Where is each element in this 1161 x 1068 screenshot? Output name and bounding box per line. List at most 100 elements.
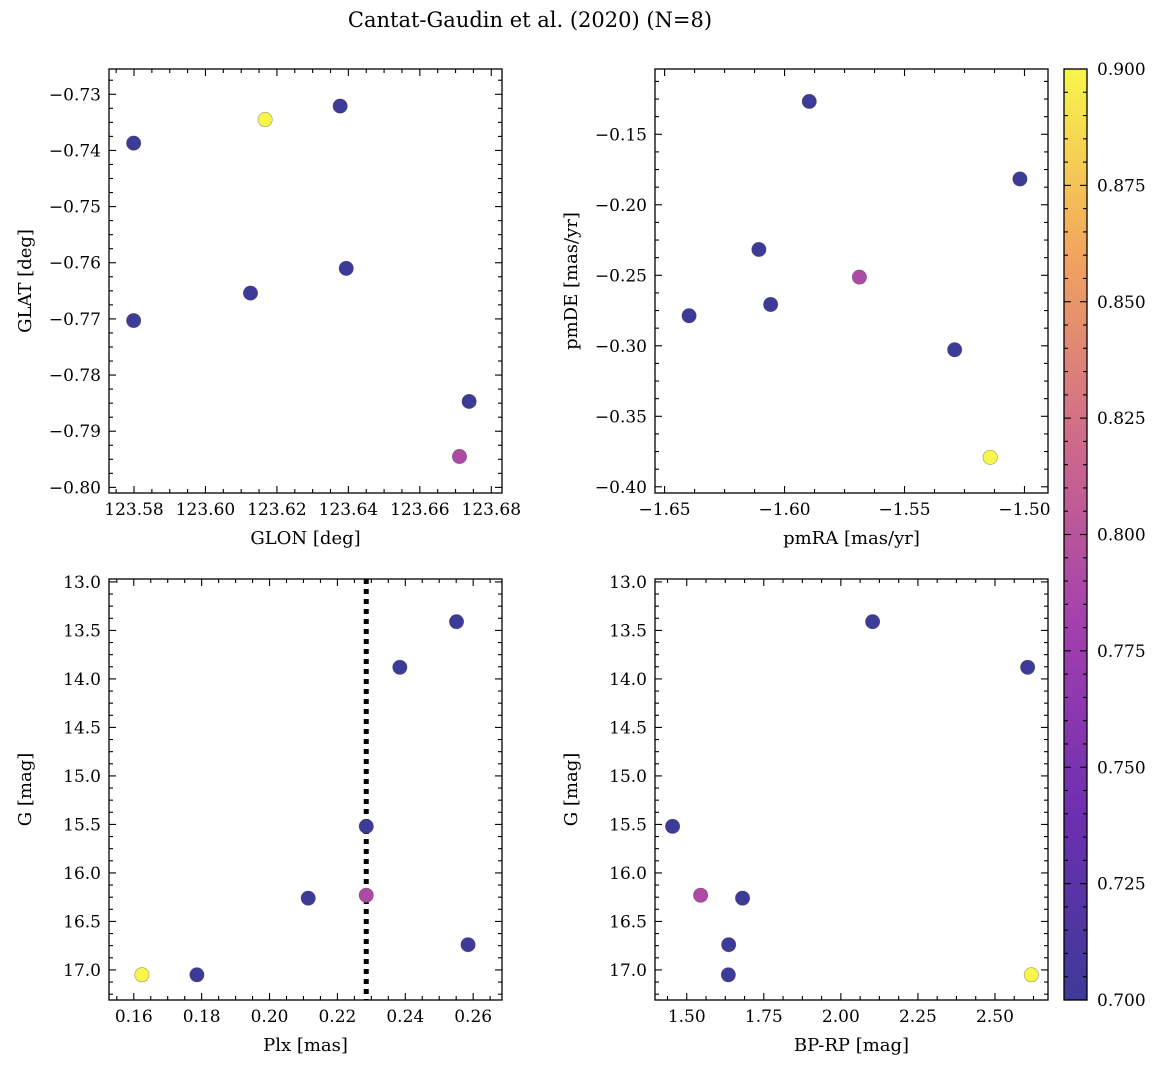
scatter-point	[460, 937, 476, 953]
colorbar-tick-label: 0.800	[1097, 526, 1146, 546]
y-tick-label: −0.20	[595, 196, 647, 216]
figure-title: Cantat-Gaudin et al. (2020) (N=8)	[348, 8, 712, 32]
axes-frame	[654, 68, 1049, 494]
y-tick-label: 14.5	[609, 718, 647, 738]
scatter-point	[665, 818, 681, 834]
y-tick-label: 13.5	[63, 621, 101, 641]
y-tick-label: 16.0	[609, 864, 647, 884]
y-tick-label: −0.77	[49, 310, 101, 330]
panel-3: 0.16 0.18 0.20 0.22 0.24 0.26 13.0 13.5 14.0 14.5…	[15, 573, 503, 1056]
y-tick-label: 16.5	[63, 912, 101, 932]
x-tick-label: 123.64	[319, 500, 378, 520]
x-tick-label: 1.75	[745, 1007, 783, 1027]
x-tick-label: 123.58	[104, 500, 163, 520]
x-tick-label: 2.50	[976, 1007, 1014, 1027]
x-tick-label: −1.55	[878, 500, 930, 520]
x-tick-label: 123.60	[176, 500, 235, 520]
y-tick-label: −0.25	[595, 266, 647, 286]
scatter-point	[126, 135, 142, 151]
scatter-point	[735, 890, 751, 906]
scatter-point	[751, 241, 767, 257]
scatter-point	[720, 967, 736, 983]
scatter-point	[982, 449, 998, 465]
scatter-point	[332, 98, 348, 114]
y-tick-label: 15.0	[63, 767, 101, 787]
scatter-point	[851, 269, 867, 285]
scatter-point	[358, 818, 374, 834]
y-tick-label: −0.40	[595, 478, 647, 498]
colorbar-tick-label: 0.700	[1097, 991, 1146, 1011]
y-tick-label: 14.0	[609, 670, 647, 690]
y-tick-label: −0.74	[49, 141, 101, 161]
y-axis-label: G [mag]	[15, 753, 36, 826]
y-tick-label: 14.5	[63, 718, 101, 738]
scatter-point	[126, 313, 142, 329]
x-tick-label: 0.18	[183, 1007, 221, 1027]
x-axis-label: BP-RP [mag]	[794, 1035, 909, 1056]
x-tick-label: 2.25	[899, 1007, 937, 1027]
y-axis-label: G [mag]	[561, 753, 582, 826]
scatter-point	[1012, 171, 1028, 187]
colorbar-tick-label: 0.775	[1097, 642, 1146, 662]
colorbar: 0.700 0.725 0.750 0.775 0.800 0.825 0.850 0.875…	[1063, 60, 1146, 1011]
scatter-point	[681, 308, 697, 324]
colorbar-tick-label: 0.825	[1097, 409, 1146, 429]
scatter-point	[947, 342, 963, 358]
x-tick-label: −1.50	[998, 500, 1050, 520]
x-tick-label: 1.50	[668, 1007, 706, 1027]
y-tick-label: 17.0	[609, 961, 647, 981]
scatter-point	[865, 614, 881, 630]
scatter-point	[451, 448, 467, 464]
scatter-point	[338, 260, 354, 276]
x-tick-label: 123.66	[390, 500, 449, 520]
y-axis-label: pmDE [mas/yr]	[561, 212, 582, 350]
scatter-point	[801, 93, 817, 109]
y-tick-label: −0.79	[49, 422, 101, 442]
x-tick-label: −1.65	[639, 500, 691, 520]
y-tick-label: 17.0	[63, 961, 101, 981]
x-tick-label: 0.26	[454, 1007, 492, 1027]
scatter-point	[1023, 967, 1039, 983]
y-tick-label: 16.5	[609, 912, 647, 932]
scatter-point	[134, 967, 150, 983]
scatter-point	[449, 614, 465, 630]
x-tick-label: −1.60	[759, 500, 811, 520]
axes-frame	[654, 578, 1049, 1001]
colorbar-tick-label: 0.875	[1097, 176, 1146, 196]
axes-frame	[108, 68, 503, 494]
y-tick-label: 14.0	[63, 670, 101, 690]
colorbar-frame	[1063, 68, 1088, 1001]
scatter-panels: 123.58 123.60 123.62 123.64 123.66 123.68 −0.7…	[15, 68, 1051, 1056]
y-tick-label: 15.5	[609, 815, 647, 835]
x-tick-label: 123.68	[462, 500, 521, 520]
y-tick-label: −0.35	[595, 407, 647, 427]
panel-1: 123.58 123.60 123.62 123.64 123.66 123.68 −0.7…	[15, 68, 521, 549]
y-tick-label: −0.78	[49, 366, 101, 386]
y-tick-label: 15.0	[609, 767, 647, 787]
y-tick-label: 13.0	[609, 573, 647, 593]
scatter-point	[693, 887, 709, 903]
panel-4: 1.50 1.75 2.00 2.25 2.50 13.0 13.5 14.0 14.5 15.0…	[561, 573, 1049, 1056]
y-tick-label: 15.5	[63, 815, 101, 835]
y-axis-label: GLAT [deg]	[15, 229, 36, 333]
scatter-point	[242, 285, 258, 301]
scatter-point	[358, 887, 374, 903]
y-tick-label: −0.75	[49, 198, 101, 218]
y-tick-label: −0.80	[49, 478, 101, 498]
scatter-point	[721, 937, 737, 953]
panel-2: −1.65 −1.60 −1.55 −1.50 −0.15 −0.20 −0.25 −0.30…	[561, 68, 1051, 549]
x-tick-label: 2.00	[822, 1007, 860, 1027]
x-axis-label: GLON [deg]	[250, 528, 360, 549]
scatter-point	[257, 112, 273, 128]
colorbar-tick-label: 0.850	[1097, 293, 1146, 313]
y-tick-label: −0.30	[595, 337, 647, 357]
y-tick-label: −0.76	[49, 254, 101, 274]
colorbar-tick-label: 0.750	[1097, 758, 1146, 778]
x-tick-label: 0.20	[251, 1007, 289, 1027]
scatter-point	[300, 890, 316, 906]
axes-frame	[108, 578, 503, 1001]
x-tick-label: 0.24	[386, 1007, 424, 1027]
y-tick-label: 13.5	[609, 621, 647, 641]
x-axis-label: pmRA [mas/yr]	[783, 528, 920, 549]
